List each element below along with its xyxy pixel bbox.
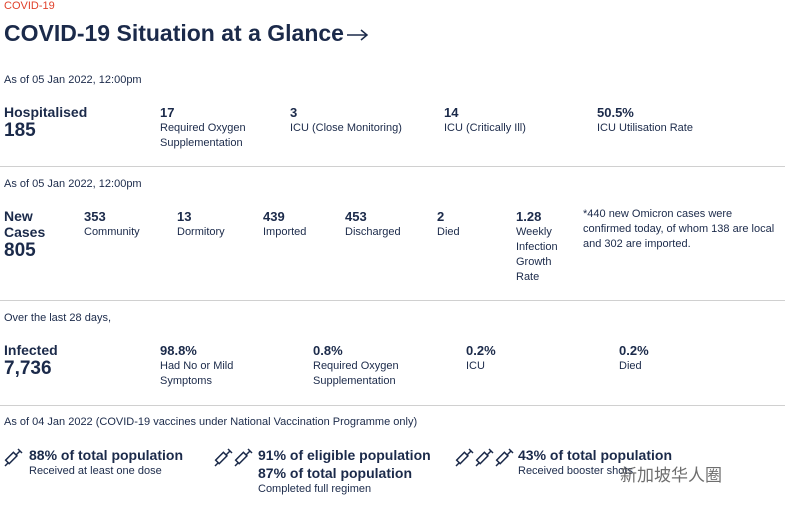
stat-label: Died (437, 226, 460, 238)
syringe-icon (475, 448, 494, 467)
stat-value: 50.5% (597, 105, 634, 120)
stat: 13 Dormitory (177, 209, 257, 240)
stat-value: 0.8% (313, 343, 343, 358)
title[interactable]: COVID-19 Situation at a Glance (4, 20, 344, 46)
stat-value: 0.2% (619, 343, 649, 358)
stat-label: ICU (Critically Ill) (444, 122, 526, 134)
section-label: New Cases (4, 208, 46, 240)
stat-label: Imported (263, 226, 307, 238)
stat: 453 Discharged (345, 209, 425, 240)
syringe-icon (495, 448, 514, 467)
section-total: 7,736 (4, 358, 52, 379)
stat-label: Discharged (345, 226, 401, 238)
stat-value: 1.28 (516, 209, 542, 224)
watermark: 新加坡华人圈 (620, 466, 722, 485)
divider (0, 405, 785, 406)
stat-label: Required Oxygen Supplementation (160, 122, 246, 149)
stat-value: 17 (160, 105, 175, 120)
section-label: Hospitalised (4, 104, 88, 120)
stat: 0.2% Died (619, 343, 759, 374)
stat: 0.2% ICU (466, 343, 606, 374)
syringe-icon (214, 448, 233, 467)
section-head: New Cases 805 (4, 208, 54, 262)
stat: 50.5% ICU Utilisation Rate (597, 105, 737, 136)
stat: 0.8% Required Oxygen Supplementation (313, 343, 453, 389)
vaccination-figure: 87% of total population (258, 465, 412, 481)
stat: 439 Imported (263, 209, 343, 240)
vaccination-figure: 91% of eligible population (258, 447, 431, 463)
divider (0, 300, 785, 301)
stat: 3 ICU (Close Monitoring) (290, 105, 430, 136)
section-head: Hospitalised 185 (4, 104, 124, 142)
stat-value: 353 (84, 209, 106, 224)
vaccination-date: As of 04 Jan 2022 (COVID-19 vaccines und… (4, 416, 418, 428)
stat: 17 Required Oxygen Supplementation (160, 105, 270, 151)
stat-value: 453 (345, 209, 367, 224)
stat-label: ICU (Close Monitoring) (290, 122, 402, 134)
stat-value: 439 (263, 209, 285, 224)
stat-label: Had No or Mild Symptoms (160, 360, 234, 387)
stat: 353 Community (84, 209, 164, 240)
section-total: 185 (4, 120, 36, 141)
section-label: Infected (4, 342, 58, 358)
kicker: COVID-19 (4, 0, 55, 12)
vaccination-item: 43% of total population Received booster … (518, 446, 672, 479)
section-total: 805 (4, 240, 36, 261)
stat-label: ICU (466, 360, 485, 372)
stat-label: ICU Utilisation Rate (597, 122, 693, 134)
stat-label: Died (619, 360, 642, 372)
section-head: Infected 7,736 (4, 342, 124, 380)
syringe-icon (4, 448, 23, 467)
divider (0, 166, 785, 167)
stat-label: Community (84, 226, 140, 238)
vaccination-figure: 88% of total population (29, 447, 183, 463)
arrow-icon (347, 29, 369, 41)
stat-value: 2 (437, 209, 445, 224)
vaccination-figure: 43% of total population (518, 447, 672, 463)
vaccination-item: 91% of eligible population 87% of total p… (258, 446, 431, 497)
stat-label: Dormitory (177, 226, 225, 238)
stat: 14 ICU (Critically Ill) (444, 105, 584, 136)
syringe-icon (455, 448, 474, 467)
section-date: As of 05 Jan 2022, 12:00pm (4, 74, 142, 86)
stat-value: 13 (177, 209, 192, 224)
stat-value: 0.2% (466, 343, 496, 358)
stat-value: 14 (444, 105, 459, 120)
vaccination-item: 88% of total population Received at least… (29, 446, 183, 479)
vaccination-caption: Received booster shots (518, 465, 633, 477)
syringe-icon (234, 448, 253, 467)
section-date: Over the last 28 days, (4, 312, 111, 324)
stat-value: 98.8% (160, 343, 197, 358)
stat-value: 3 (290, 105, 298, 120)
stat-label: Weekly Infection Growth Rate (516, 226, 558, 283)
stat: 1.28 Weekly Infection Growth Rate (516, 209, 571, 285)
stat: 98.8% Had No or Mild Symptoms (160, 343, 270, 389)
vaccination-caption: Completed full regimen (258, 483, 372, 495)
section-date: As of 05 Jan 2022, 12:00pm (4, 178, 142, 190)
vaccination-caption: Received at least one dose (29, 465, 162, 477)
stat-label: Required Oxygen Supplementation (313, 360, 399, 387)
stat: 2 Died (437, 209, 507, 240)
note: *440 new Omicron cases were confirmed to… (583, 208, 775, 250)
